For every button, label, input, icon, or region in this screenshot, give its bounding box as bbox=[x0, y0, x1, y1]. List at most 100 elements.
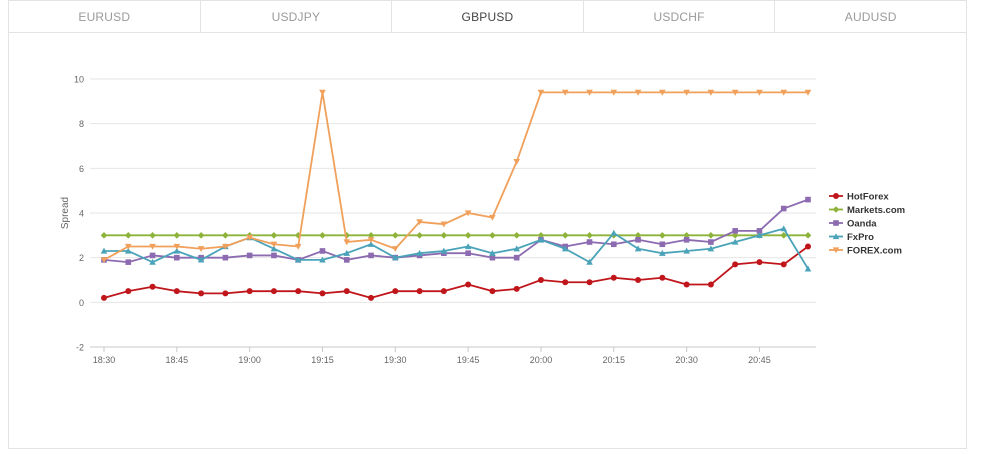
data-point bbox=[149, 258, 156, 265]
data-point bbox=[270, 245, 278, 252]
data-point bbox=[756, 232, 763, 238]
y-tick-label: 0 bbox=[79, 298, 84, 308]
data-point bbox=[416, 219, 423, 226]
y-tick-label: -2 bbox=[76, 343, 84, 353]
series-line bbox=[104, 227, 809, 270]
data-point bbox=[197, 256, 205, 263]
data-point bbox=[343, 257, 350, 263]
data-point bbox=[513, 254, 520, 261]
data-point bbox=[440, 221, 448, 228]
legend[interactable]: HotForex Markets.com Oanda FxPro FOREX.com bbox=[829, 192, 905, 257]
data-point bbox=[659, 89, 666, 96]
tab-eurusd[interactable]: EURUSD bbox=[9, 1, 201, 32]
tab-usdjpy[interactable]: USDJPY bbox=[201, 1, 393, 32]
data-point bbox=[756, 259, 763, 266]
series-fxpro bbox=[100, 225, 812, 272]
data-point bbox=[731, 232, 739, 239]
data-point bbox=[416, 288, 423, 295]
tab-usdchf[interactable]: USDCHF bbox=[584, 1, 776, 32]
data-point bbox=[731, 238, 739, 245]
data-point bbox=[659, 274, 666, 281]
data-point bbox=[586, 279, 593, 286]
legend-item-oanda[interactable]: Oanda bbox=[829, 219, 877, 230]
data-point bbox=[246, 288, 253, 295]
data-point bbox=[125, 259, 132, 265]
data-point bbox=[780, 205, 787, 212]
data-point bbox=[222, 254, 229, 261]
currency-pair-tabs: EURUSD USDJPY GBPUSD USDCHF AUDUSD bbox=[8, 0, 967, 33]
data-point bbox=[270, 288, 277, 295]
series-oanda bbox=[101, 196, 811, 265]
data-point bbox=[780, 225, 788, 232]
data-point bbox=[731, 89, 739, 96]
data-point bbox=[610, 89, 618, 96]
data-point bbox=[683, 89, 690, 96]
x-tick-label: 18:45 bbox=[166, 355, 189, 365]
data-point bbox=[610, 241, 617, 248]
data-point bbox=[586, 232, 593, 239]
data-point bbox=[440, 288, 447, 295]
data-point bbox=[732, 228, 738, 234]
data-point bbox=[586, 239, 593, 245]
data-point bbox=[465, 281, 472, 288]
data-point bbox=[222, 290, 229, 297]
legend-item-hotforex[interactable]: HotForex bbox=[829, 192, 889, 203]
x-axis: 18:30 18:45 19:00 19:15 19:30 19:45 20:00 20:15… bbox=[90, 346, 816, 365]
data-point bbox=[634, 89, 642, 96]
legend-item-fxpro[interactable]: FxPro bbox=[829, 232, 874, 243]
series-line bbox=[103, 245, 809, 299]
data-point bbox=[464, 210, 472, 217]
data-point bbox=[465, 250, 471, 256]
data-point bbox=[489, 249, 496, 256]
data-point bbox=[367, 237, 375, 244]
x-tick-label: 19:30 bbox=[384, 355, 407, 365]
legend-item-markets-com[interactable]: Markets.com bbox=[829, 205, 905, 216]
data-point bbox=[294, 256, 302, 263]
data-point bbox=[149, 283, 156, 290]
tab-audusd[interactable]: AUDUSD bbox=[844, 9, 897, 24]
data-point bbox=[464, 232, 472, 239]
data-point bbox=[683, 247, 690, 254]
data-point bbox=[659, 249, 666, 256]
series-group bbox=[100, 89, 812, 301]
x-tick-label: 19:00 bbox=[238, 355, 261, 365]
data-point bbox=[489, 288, 496, 295]
data-point bbox=[805, 243, 811, 250]
data-point bbox=[392, 246, 399, 253]
data-point bbox=[124, 247, 132, 254]
data-point bbox=[513, 285, 520, 292]
data-point bbox=[707, 245, 715, 252]
data-point bbox=[101, 294, 107, 301]
data-point bbox=[100, 232, 108, 239]
data-point bbox=[561, 245, 569, 252]
data-point bbox=[319, 89, 326, 96]
legend-item-forex-com[interactable]: FOREX.com bbox=[829, 246, 902, 257]
data-point bbox=[368, 294, 375, 301]
data-point bbox=[416, 249, 423, 256]
data-point bbox=[319, 290, 326, 297]
x-tick-label: 19:45 bbox=[457, 355, 480, 365]
legend-label: FOREX.com bbox=[847, 246, 902, 257]
x-tick-label: 18:30 bbox=[93, 355, 116, 365]
data-point bbox=[610, 274, 617, 281]
data-point bbox=[173, 243, 181, 250]
data-point bbox=[198, 290, 205, 297]
data-point bbox=[586, 89, 593, 96]
data-point bbox=[100, 247, 108, 254]
data-point bbox=[392, 288, 399, 295]
data-point bbox=[537, 232, 545, 239]
data-point bbox=[173, 288, 180, 295]
data-point bbox=[707, 89, 715, 96]
data-point bbox=[804, 265, 812, 272]
series-hotforex bbox=[101, 243, 811, 301]
data-point bbox=[586, 258, 593, 265]
data-point bbox=[683, 281, 690, 288]
data-point bbox=[634, 245, 642, 252]
data-point bbox=[708, 239, 714, 245]
chart-panel bbox=[8, 33, 967, 449]
data-point bbox=[561, 89, 569, 96]
tab-gbpusd[interactable]: GBPUSD bbox=[392, 1, 584, 32]
data-point bbox=[537, 277, 544, 283]
data-point bbox=[416, 232, 423, 239]
